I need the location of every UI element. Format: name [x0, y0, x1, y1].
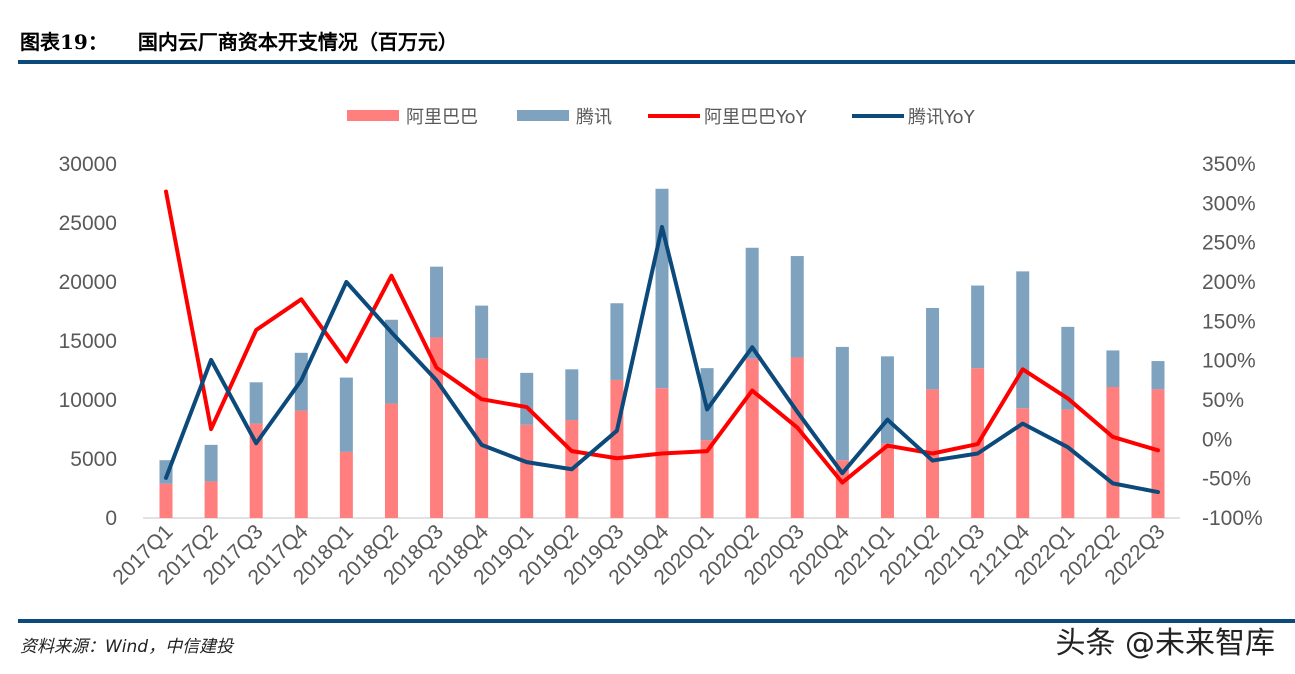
y-right-tick-label: 300% — [1202, 192, 1256, 215]
y-left-tick-label: 5000 — [70, 448, 117, 471]
y-right-tick-label: 350% — [1202, 153, 1256, 176]
y-right-tick-label: 50% — [1202, 389, 1244, 412]
y-left-tick-label: 15000 — [59, 330, 117, 353]
bar-tencent — [745, 247, 759, 359]
bar-tencent — [655, 188, 669, 389]
bar-alibaba — [204, 481, 218, 518]
bar-tencent — [926, 307, 940, 390]
y-right-tick-label: 200% — [1202, 271, 1256, 294]
bar-tencent — [790, 256, 804, 358]
y-right-tick-label: -50% — [1202, 468, 1251, 491]
bar-alibaba — [1016, 408, 1030, 518]
figure-label: 图表19： — [20, 30, 108, 54]
bar-tencent — [1016, 271, 1030, 409]
bar-alibaba — [159, 483, 173, 518]
bar-alibaba — [1106, 387, 1120, 518]
legend-alibaba-yoy-label: 阿里巴巴YoY — [704, 107, 808, 128]
y-right-tick-label: 0% — [1202, 428, 1232, 451]
y-left-tick-label: 30000 — [59, 153, 117, 176]
y-right-tick-label: 250% — [1202, 232, 1256, 255]
legend-tencent-yoy-label: 腾讯YoY — [908, 107, 976, 128]
bar-tencent — [384, 319, 398, 404]
bar-tencent — [339, 377, 353, 452]
bar-tencent — [1106, 350, 1120, 388]
chart-header: 图表19： 国内云厂商资本开支情况（百万元） — [20, 26, 458, 55]
bar-alibaba — [384, 403, 398, 518]
y-left-tick-label: 0 — [105, 507, 117, 530]
bar-alibaba — [1061, 409, 1075, 518]
y-right-tick-label: 150% — [1202, 310, 1256, 333]
bar-tencent — [204, 444, 218, 482]
bar-alibaba — [835, 460, 849, 518]
bar-alibaba — [880, 443, 894, 518]
bar-tencent — [475, 305, 489, 359]
chart-title: 国内云厂商资本开支情况（百万元） — [137, 30, 458, 54]
bar-tencent — [565, 369, 579, 421]
bar-alibaba — [745, 358, 759, 518]
bar-tencent — [1151, 361, 1165, 390]
bar-tencent — [520, 372, 534, 425]
bar-tencent — [835, 346, 849, 461]
bar-tencent — [971, 285, 985, 369]
bar-tencent — [610, 303, 624, 380]
line-alibaba-yoy — [164, 189, 1160, 485]
y-right-tick-label: -100% — [1202, 507, 1263, 530]
bar-alibaba — [700, 440, 714, 518]
legend-tencent-label: 腾讯 — [576, 107, 612, 128]
bar-tencent — [1061, 326, 1075, 410]
watermark: 头条 @未来智库 — [1055, 626, 1275, 661]
y-left-tick-label: 25000 — [59, 212, 117, 235]
source-note: 资料来源：Wind，中信建投 — [20, 637, 234, 657]
bar-alibaba — [249, 423, 263, 518]
bar-tencent — [430, 266, 444, 338]
legend-alibaba-swatch — [347, 110, 399, 121]
line-tencent-yoy — [164, 224, 1160, 495]
bar-alibaba — [294, 410, 308, 518]
y-right-tick-label: 100% — [1202, 350, 1256, 373]
bottom-rule — [18, 619, 1295, 623]
y-left-tick-label: 10000 — [59, 389, 117, 412]
legend-tencent-swatch — [517, 110, 569, 121]
bar-alibaba — [790, 357, 804, 518]
legend-alibaba-label: 阿里巴巴 — [406, 107, 478, 128]
bar-tencent — [249, 382, 263, 424]
bar-alibaba — [1151, 389, 1165, 518]
bar-tencent — [880, 356, 894, 444]
bar-alibaba — [520, 424, 534, 518]
y-left-tick-label: 20000 — [59, 271, 117, 294]
bar-alibaba — [610, 379, 624, 518]
top-rule — [18, 60, 1295, 64]
bar-alibaba — [339, 451, 353, 518]
